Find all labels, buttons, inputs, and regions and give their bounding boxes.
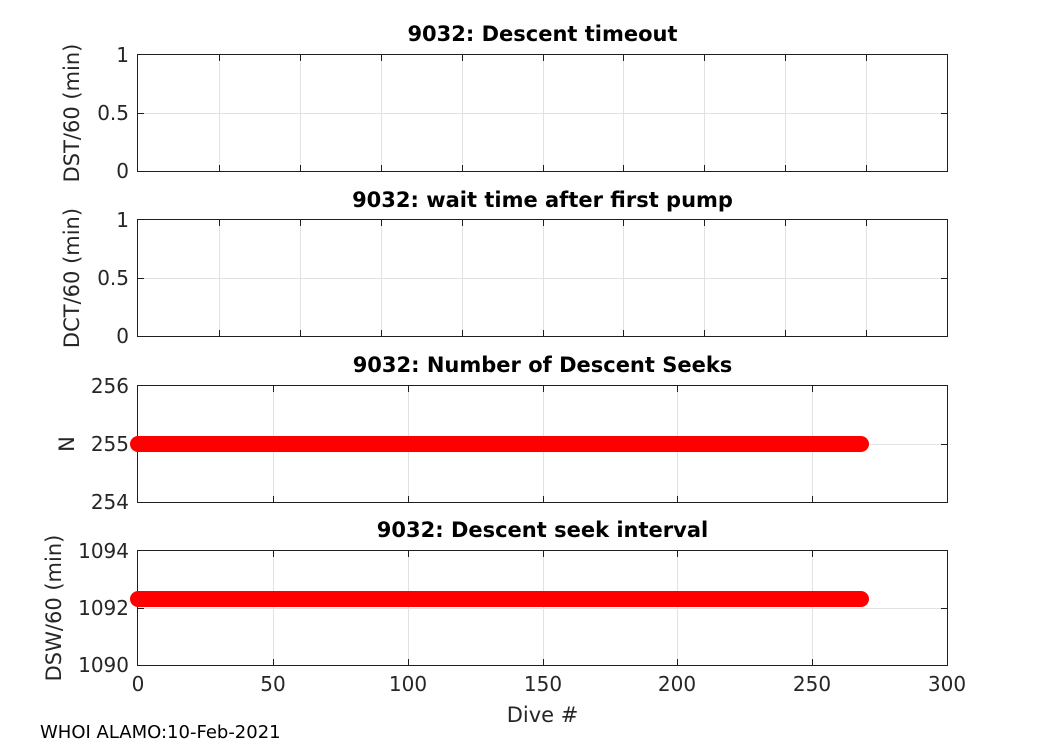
x-tick-mark bbox=[273, 386, 274, 392]
y-tick-label: 1 bbox=[116, 208, 129, 232]
x-tick-mark bbox=[704, 55, 705, 61]
x-tick-mark bbox=[704, 330, 705, 336]
subplot-4-axes bbox=[130, 550, 948, 666]
x-tick-mark bbox=[219, 165, 220, 171]
x-tick-mark bbox=[273, 551, 274, 557]
footer-annotation: WHOI ALAMO:10-Feb-2021 bbox=[40, 722, 281, 743]
x-tick-mark bbox=[462, 165, 463, 171]
x-tick-mark bbox=[381, 220, 382, 226]
x-tick-mark bbox=[543, 386, 544, 392]
x-tick-mark bbox=[866, 330, 867, 336]
x-tick-mark bbox=[408, 496, 409, 502]
x-tick-mark bbox=[677, 386, 678, 392]
x-tick-mark bbox=[543, 330, 544, 336]
x-tick-mark bbox=[623, 220, 624, 226]
y-tick-label: 1092 bbox=[78, 596, 129, 620]
x-tick-label: 250 bbox=[792, 672, 832, 696]
x-tick-mark bbox=[300, 220, 301, 226]
y-tick-label: 0.5 bbox=[97, 266, 129, 290]
x-tick-mark bbox=[381, 165, 382, 171]
x-tick-label: 50 bbox=[260, 672, 286, 696]
x-tick-mark bbox=[462, 55, 463, 61]
gridline-horizontal bbox=[138, 278, 947, 279]
y-tick-label: 0.5 bbox=[97, 101, 129, 125]
x-tick-label: 150 bbox=[523, 672, 563, 696]
x-tick-label: 100 bbox=[388, 672, 428, 696]
y-tick-label: 256 bbox=[90, 374, 129, 398]
x-tick-mark bbox=[381, 55, 382, 61]
y-tick-label: 0 bbox=[116, 324, 129, 348]
x-tick-mark bbox=[543, 551, 544, 557]
x-tick-mark bbox=[704, 220, 705, 226]
x-tick-mark bbox=[462, 220, 463, 226]
x-tick-mark bbox=[785, 55, 786, 61]
y-tick-label: 1094 bbox=[78, 539, 129, 563]
x-tick-mark bbox=[300, 165, 301, 171]
x-tick-mark bbox=[677, 551, 678, 557]
x-tick-mark bbox=[300, 330, 301, 336]
x-tick-mark bbox=[623, 330, 624, 336]
y-tick-mark bbox=[941, 278, 947, 279]
x-tick-mark bbox=[812, 496, 813, 502]
x-tick-mark bbox=[381, 330, 382, 336]
x-tick-label: 0 bbox=[131, 672, 145, 696]
x-tick-mark bbox=[543, 496, 544, 502]
subplot-1-title: 9032: Descent timeout bbox=[407, 22, 678, 46]
y-tick-mark bbox=[941, 608, 947, 609]
x-tick-mark bbox=[219, 55, 220, 61]
x-tick-mark bbox=[866, 55, 867, 61]
subplot-3-axes bbox=[130, 385, 948, 503]
x-tick-mark bbox=[219, 220, 220, 226]
subplot-3-title: 9032: Number of Descent Seeks bbox=[352, 353, 733, 377]
subplot-2-axes bbox=[137, 219, 948, 337]
x-tick-mark bbox=[462, 330, 463, 336]
y-tick-mark bbox=[941, 113, 947, 114]
x-tick-mark bbox=[273, 496, 274, 502]
x-tick-mark bbox=[273, 659, 274, 665]
gridline-horizontal bbox=[138, 608, 947, 609]
x-tick-mark bbox=[785, 220, 786, 226]
x-tick-mark bbox=[812, 386, 813, 392]
x-tick-mark bbox=[812, 659, 813, 665]
y-tick-mark bbox=[138, 113, 144, 114]
subplot-4-title: 9032: Descent seek interval bbox=[376, 518, 709, 542]
x-tick-mark bbox=[785, 165, 786, 171]
x-tick-mark bbox=[543, 659, 544, 665]
x-tick-mark bbox=[785, 330, 786, 336]
data-series-line bbox=[130, 591, 869, 607]
x-tick-mark bbox=[866, 165, 867, 171]
x-tick-mark bbox=[812, 551, 813, 557]
x-tick-mark bbox=[543, 220, 544, 226]
x-tick-mark bbox=[408, 386, 409, 392]
x-tick-label: 300 bbox=[927, 672, 967, 696]
gridline-horizontal bbox=[138, 113, 947, 114]
x-tick-mark bbox=[866, 220, 867, 226]
x-tick-mark bbox=[543, 165, 544, 171]
subplot-2-title: 9032: wait time after first pump bbox=[352, 188, 733, 212]
x-tick-mark bbox=[408, 659, 409, 665]
data-series-line bbox=[130, 436, 869, 452]
y-tick-label: 1 bbox=[116, 43, 129, 67]
x-axis-label: Dive # bbox=[506, 703, 579, 727]
x-tick-mark bbox=[408, 551, 409, 557]
x-tick-mark bbox=[677, 496, 678, 502]
x-tick-mark bbox=[677, 659, 678, 665]
y-tick-label: 255 bbox=[90, 432, 129, 456]
x-tick-mark bbox=[543, 55, 544, 61]
y-tick-mark bbox=[138, 608, 144, 609]
y-tick-mark bbox=[941, 444, 947, 445]
y-tick-label: 1090 bbox=[78, 653, 129, 677]
x-tick-mark bbox=[623, 165, 624, 171]
x-tick-label: 200 bbox=[657, 672, 697, 696]
y-tick-mark bbox=[138, 278, 144, 279]
y-tick-label: 0 bbox=[116, 159, 129, 183]
x-tick-mark bbox=[219, 330, 220, 336]
x-tick-mark bbox=[704, 165, 705, 171]
y-tick-label: 254 bbox=[90, 490, 129, 514]
x-tick-mark bbox=[623, 55, 624, 61]
x-tick-mark bbox=[300, 55, 301, 61]
subplot-1-axes bbox=[137, 54, 948, 172]
